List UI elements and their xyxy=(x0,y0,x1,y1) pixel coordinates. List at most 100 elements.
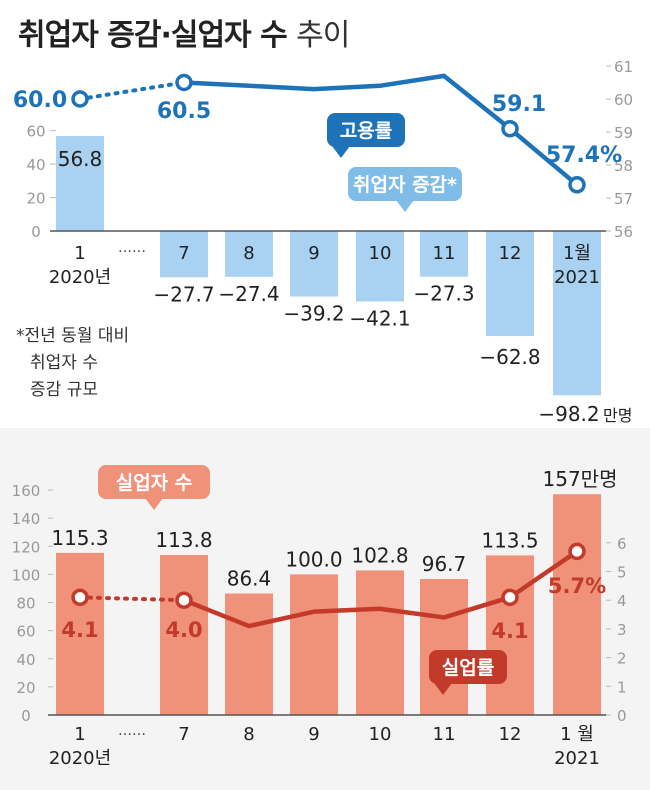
month-label: 7 xyxy=(178,724,189,745)
unemployed-bar xyxy=(420,579,468,715)
unemployed-bar xyxy=(290,574,338,715)
employment-rate-label: 59.1 xyxy=(492,92,546,117)
employment-change-bar xyxy=(160,231,208,278)
y2-tick-label: 0 xyxy=(617,707,627,725)
y2-tick-label: 4 xyxy=(617,592,627,610)
axis-ellipsis: …… xyxy=(118,240,146,256)
y-tick-label: 40 xyxy=(26,156,45,174)
employment-rate-point xyxy=(501,119,519,138)
employment-rate-label: 57.4% xyxy=(546,143,622,168)
bar-value-label: 157만명 xyxy=(543,467,618,491)
y-tick-label: 100 xyxy=(12,566,41,584)
bar-value-label: 56.8 xyxy=(58,147,103,171)
employment-change-bar xyxy=(56,136,104,231)
unemployment-rate-callout: 실업률 xyxy=(429,650,507,695)
bar-value-label: −27.4 xyxy=(218,282,279,306)
employment-change-callout: 취업자 증감* xyxy=(348,167,462,212)
month-label: 7 xyxy=(178,243,189,264)
employment-rate-point xyxy=(175,73,193,92)
employment-change-bar xyxy=(420,231,468,277)
month-label: 10 xyxy=(369,724,392,745)
footnote-line: *전년 동월 대비 xyxy=(16,326,129,346)
y-tick-label: 0 xyxy=(21,707,31,725)
unemployed-bar xyxy=(225,593,273,715)
unemployment-rate-point xyxy=(568,542,586,561)
unemployed-bar xyxy=(160,554,208,715)
employment-rate-point xyxy=(568,176,586,194)
y2-tick-label: 58 xyxy=(614,157,633,175)
bar-value-label: −27.7 xyxy=(153,282,214,306)
bar-value-label: 115.3 xyxy=(51,526,108,550)
y-tick-label: 20 xyxy=(16,679,35,697)
unemployed-bar xyxy=(553,494,601,715)
footnote-line: 증감 규모 xyxy=(30,380,98,400)
bar-value-label: 96.7 xyxy=(422,552,467,576)
month-label: 11 xyxy=(433,724,456,745)
month-label: 1월 xyxy=(563,243,591,264)
unemployment-rate-label: 5.7% xyxy=(548,574,606,598)
y-tick-label: 160 xyxy=(12,482,41,500)
month-label: 1 xyxy=(74,243,85,264)
y2-tick-label: 57 xyxy=(614,190,633,208)
month-label: 1 xyxy=(74,724,85,745)
month-label: 12 xyxy=(499,724,522,745)
year-label: 2021 xyxy=(554,267,600,288)
y-tick-label: 140 xyxy=(12,510,41,528)
employment-change-bar xyxy=(486,231,534,337)
unemployed-bar xyxy=(356,570,404,715)
y2-tick-label: 59 xyxy=(614,124,633,142)
bar-value-label: 102.8 xyxy=(351,543,408,567)
unemployed-callout: 실업자 수 xyxy=(98,465,210,510)
employment-rate-callout-box xyxy=(327,113,405,147)
unemployment-rate-label: 4.1 xyxy=(491,619,528,643)
month-label: 1 월 xyxy=(560,724,594,745)
unemployment-rate-callout-tail xyxy=(434,683,452,695)
employment-rate-dotted-line xyxy=(78,80,186,101)
employment-rate-callout: 고용률 xyxy=(327,113,405,158)
unit-label: 만명 xyxy=(603,406,632,425)
year-label: 2020년 xyxy=(49,267,111,288)
employment-change-callout-label: 취업자 증감* xyxy=(353,174,457,196)
unemployment-rate-label: 4.0 xyxy=(165,618,202,642)
employment-change-bar xyxy=(553,231,601,396)
unemployment-rate-point xyxy=(175,591,193,609)
bar-value-label: −27.3 xyxy=(413,282,474,306)
bar-value-label: −39.2 xyxy=(283,302,344,326)
employment-rate-callout-tail xyxy=(332,146,350,158)
employment-change-bar xyxy=(290,231,338,297)
month-label: 10 xyxy=(369,243,392,264)
y-tick-label: 0 xyxy=(31,223,41,241)
title-sub: 추이 xyxy=(296,18,350,53)
employment-change-callout-box xyxy=(348,167,462,201)
y2-tick-label: 5 xyxy=(617,564,627,582)
month-label: 9 xyxy=(308,243,319,264)
y2-tick-label: 3 xyxy=(617,621,627,639)
unemployment-rate-callout-box xyxy=(429,650,507,684)
y-tick-label: 120 xyxy=(12,538,41,556)
unemployment-rate-dotted-line xyxy=(78,595,186,603)
employment-rate-point xyxy=(71,90,89,108)
bar-value-label: −62.8 xyxy=(479,345,540,369)
month-label: 9 xyxy=(308,724,319,745)
bar-value-label: 100.0 xyxy=(285,547,342,571)
unemployment-rate-point xyxy=(501,588,519,607)
y2-tick-label: 61 xyxy=(614,58,633,76)
chart-title: 취업자 증감·실업자 수 추이 xyxy=(18,10,350,54)
y2-tick-label: 56 xyxy=(614,223,633,241)
y2-tick-label: 1 xyxy=(617,678,627,696)
y-tick-label: 60 xyxy=(26,123,45,141)
y-tick-label: 80 xyxy=(16,595,35,613)
month-label: 8 xyxy=(243,724,254,745)
y2-tick-label: 6 xyxy=(617,535,627,553)
unemployed-bar xyxy=(56,552,104,715)
employment-change-bar xyxy=(356,231,404,302)
bar-value-label: 113.8 xyxy=(155,528,212,552)
y2-tick-label: 60 xyxy=(614,91,633,109)
month-label: 11 xyxy=(433,243,456,264)
unemployment-rate-point xyxy=(71,588,89,607)
y-tick-label: 40 xyxy=(16,651,35,669)
unemployment-rate-label: 4.1 xyxy=(61,618,98,642)
employment-change-callout-tail xyxy=(396,200,414,212)
bar-value-label: −98.2 xyxy=(538,402,599,426)
